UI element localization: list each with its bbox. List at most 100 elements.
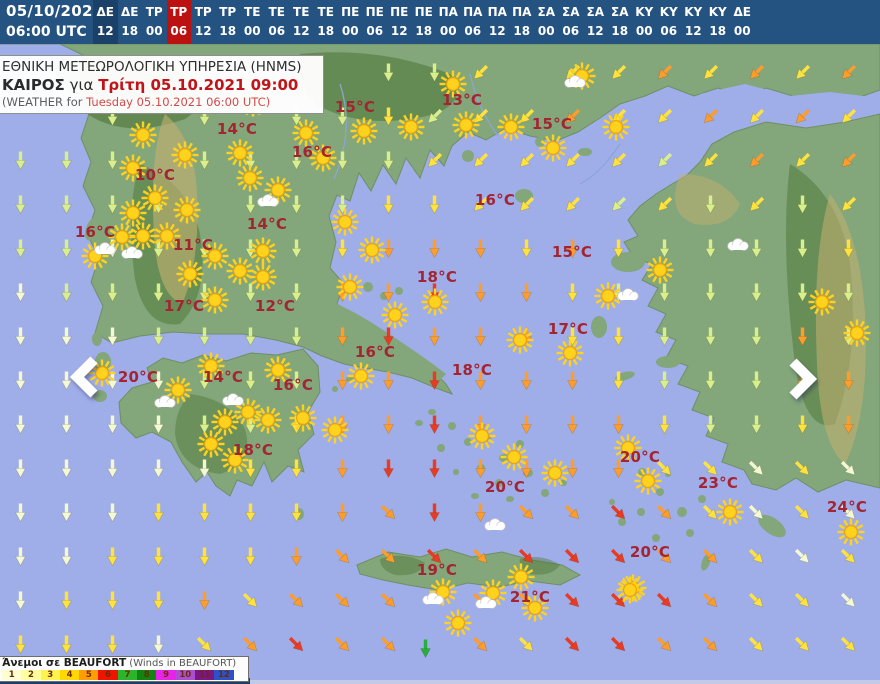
timestep-hour: 12 bbox=[96, 24, 114, 38]
timestep-day: ΤΡ bbox=[219, 5, 237, 19]
timestep-day: ΚΥ bbox=[708, 5, 727, 19]
timestep-day: ΣΑ bbox=[611, 5, 629, 19]
timestep-col-ΠΕ-12[interactable]: ΠΕ 12 bbox=[387, 0, 412, 44]
timestep-day: ΠΕ bbox=[414, 5, 433, 19]
timestep-col-ΣΑ-18[interactable]: ΣΑ 18 bbox=[608, 0, 633, 44]
timestep-day: ΤΕ bbox=[317, 5, 334, 19]
beaufort-cell-4: 4 bbox=[59, 670, 80, 680]
timeline-bar: 05/10/2021 06:00 UTC ΔΕ 12 ΔΕ 18 ΤΡ 00 ΤΡ 06 ΤΡ 1… bbox=[0, 0, 880, 44]
timestep-col-ΤΕ-00[interactable]: ΤΕ 00 bbox=[240, 0, 265, 44]
timestep-hour: 06 bbox=[562, 24, 580, 38]
timestep-day: ΠΑ bbox=[463, 5, 483, 19]
forecast-header-box: ΕΘΝΙΚΗ ΜΕΤΕΩΡΟΛΟΓΙΚΗ ΥΠΗΡΕΣΙΑ (HNMS) ΚΑΙ… bbox=[0, 55, 324, 114]
timestep-hour: 00 bbox=[635, 24, 653, 38]
timestep-col-ΣΑ-12[interactable]: ΣΑ 12 bbox=[583, 0, 608, 44]
timestep-col-ΚΥ-18[interactable]: ΚΥ 18 bbox=[706, 0, 731, 44]
previous-timestep-button[interactable] bbox=[63, 352, 109, 404]
timestep-hour: 12 bbox=[194, 24, 212, 38]
time-label: 06:00 UTC bbox=[6, 24, 87, 40]
timestep-hour: 18 bbox=[317, 24, 335, 38]
beaufort-cell-10: 10 bbox=[175, 670, 195, 680]
timestep-col-ΔΕ-18[interactable]: ΔΕ 18 bbox=[118, 0, 143, 44]
timestep-col-ΠΕ-06[interactable]: ΠΕ 06 bbox=[363, 0, 388, 44]
timestep-col-ΤΕ-18[interactable]: ΤΕ 18 bbox=[314, 0, 339, 44]
timestep-hour: 06 bbox=[366, 24, 384, 38]
chevron-right-icon bbox=[781, 357, 821, 406]
basemap-greece bbox=[0, 44, 880, 684]
timestep-hour: 06 bbox=[464, 24, 482, 38]
timestep-col-ΚΥ-00[interactable]: ΚΥ 00 bbox=[632, 0, 657, 44]
timestep-col-ΠΑ-12[interactable]: ΠΑ 12 bbox=[485, 0, 510, 44]
timestep-day: ΤΡ bbox=[145, 5, 163, 19]
timestep-col-ΚΥ-06[interactable]: ΚΥ 06 bbox=[657, 0, 682, 44]
beaufort-cell-7: 7 bbox=[117, 670, 138, 680]
timestep-day: ΣΑ bbox=[586, 5, 604, 19]
timestep-day: ΤΡ bbox=[194, 5, 212, 19]
timestep-day: ΠΑ bbox=[438, 5, 458, 19]
timestep-day: ΠΕ bbox=[341, 5, 360, 19]
timestep-hour: 12 bbox=[586, 24, 604, 38]
next-timestep-button[interactable] bbox=[778, 354, 824, 406]
beaufort-cell-11: 11 bbox=[194, 670, 215, 680]
timestep-col-ΠΑ-06[interactable]: ΠΑ 06 bbox=[461, 0, 486, 44]
timestep-hour: 18 bbox=[415, 24, 433, 38]
timestep-hour: 06 bbox=[660, 24, 678, 38]
timestep-col-ΠΑ-18[interactable]: ΠΑ 18 bbox=[510, 0, 535, 44]
timestep-col-ΣΑ-00[interactable]: ΣΑ 00 bbox=[534, 0, 559, 44]
timestep-day: ΠΕ bbox=[365, 5, 384, 19]
timestep-day: ΣΑ bbox=[537, 5, 555, 19]
timestep-day: ΣΑ bbox=[562, 5, 580, 19]
timestep-hour: 18 bbox=[611, 24, 629, 38]
current-datetime: 05/10/2021 06:00 UTC bbox=[6, 0, 103, 42]
timestep-hour: 18 bbox=[121, 24, 139, 38]
timestep-hour: 18 bbox=[513, 24, 531, 38]
timestep-day: ΤΕ bbox=[268, 5, 285, 19]
timestep-day: ΔΕ bbox=[96, 5, 114, 19]
beaufort-cell-12: 12 bbox=[214, 670, 234, 680]
timestep-day: ΠΕ bbox=[390, 5, 409, 19]
timestep-hour: 00 bbox=[243, 24, 261, 38]
timestep-hour: 00 bbox=[145, 24, 163, 38]
timestep-col-ΠΕ-00[interactable]: ΠΕ 00 bbox=[338, 0, 363, 44]
timestep-col-ΠΑ-00[interactable]: ΠΑ 00 bbox=[436, 0, 461, 44]
beaufort-cell-5: 5 bbox=[79, 670, 99, 680]
timestep-col-ΤΕ-12[interactable]: ΤΕ 12 bbox=[289, 0, 314, 44]
timestep-hour: 12 bbox=[488, 24, 506, 38]
timestep-hour: 12 bbox=[684, 24, 702, 38]
date-label: 05/10/2021 bbox=[6, 2, 104, 20]
timestep-day: ΚΥ bbox=[684, 5, 703, 19]
beaufort-legend: Άνεμοι σε BEAUFORT (Winds in BEAUFORT) 1… bbox=[0, 656, 249, 682]
timestep-col-ΠΕ-18[interactable]: ΠΕ 18 bbox=[412, 0, 437, 44]
beaufort-cell-1: 1 bbox=[2, 670, 22, 680]
beaufort-cell-8: 8 bbox=[137, 670, 157, 680]
timestep-hour: 00 bbox=[537, 24, 555, 38]
timestep-col-ΔΕ-00[interactable]: ΔΕ 00 bbox=[730, 0, 755, 44]
timestep-day: ΠΑ bbox=[487, 5, 507, 19]
timestep-col-ΚΥ-12[interactable]: ΚΥ 12 bbox=[681, 0, 706, 44]
forecast-title-en: (WEATHER for Tuesday 05.10.2021 06:00 UT… bbox=[2, 95, 271, 109]
map-bottom-edge bbox=[0, 680, 880, 684]
timestep-col-ΤΕ-06[interactable]: ΤΕ 06 bbox=[265, 0, 290, 44]
timestep-col-ΤΡ-00[interactable]: ΤΡ 00 bbox=[142, 0, 167, 44]
beaufort-cell-3: 3 bbox=[40, 670, 60, 680]
timestep-col-ΤΡ-18[interactable]: ΤΡ 18 bbox=[216, 0, 241, 44]
timestep-hour: 06 bbox=[268, 24, 286, 38]
beaufort-cell-6: 6 bbox=[98, 670, 118, 680]
timestep-col-ΣΑ-06[interactable]: ΣΑ 06 bbox=[559, 0, 584, 44]
timestep-col-ΤΡ-06[interactable]: ΤΡ 06 bbox=[166, 0, 191, 44]
timestep-day: ΤΕ bbox=[244, 5, 261, 19]
timestep-hour: 12 bbox=[292, 24, 310, 38]
timestep-hour: 12 bbox=[390, 24, 408, 38]
timestep-hour: 00 bbox=[439, 24, 457, 38]
timestep-col-ΤΡ-12[interactable]: ΤΡ 12 bbox=[191, 0, 216, 44]
timestep-col-ΔΕ-12[interactable]: ΔΕ 12 bbox=[93, 0, 118, 44]
timestep-hour: 18 bbox=[219, 24, 237, 38]
timestep-hour: 00 bbox=[733, 24, 751, 38]
timestep-day: ΤΡ bbox=[170, 5, 188, 19]
timestep-hour: 00 bbox=[341, 24, 359, 38]
beaufort-cell-2: 2 bbox=[21, 670, 41, 680]
timestep-hour: 18 bbox=[709, 24, 727, 38]
timestep-day: ΔΕ bbox=[733, 5, 751, 19]
service-title: ΕΘΝΙΚΗ ΜΕΤΕΩΡΟΛΟΓΙΚΗ ΥΠΗΡΕΣΙΑ (HNMS) bbox=[2, 59, 302, 75]
